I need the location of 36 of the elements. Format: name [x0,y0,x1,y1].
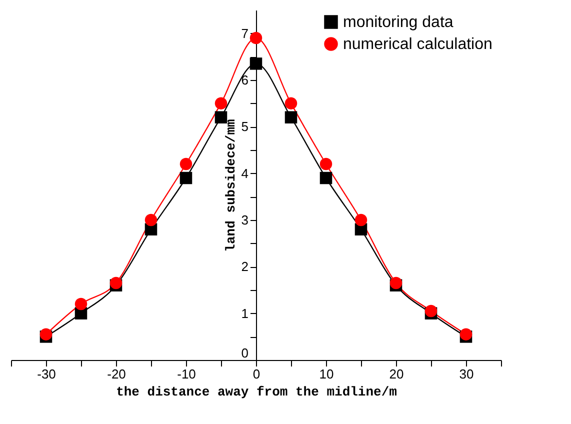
y-tick-label: 1 [241,306,248,321]
y-tick-label: 6 [241,72,248,88]
point [390,276,402,290]
x-tick-label: -20 [107,366,126,382]
point [180,172,192,184]
x-tick-label: 10 [319,366,334,382]
point [250,32,262,44]
y-tick-label: 5 [241,119,248,134]
point [320,158,332,170]
y-tick-label: 2 [241,259,248,274]
point [214,97,228,110]
legend-label: monitoring data [343,14,454,31]
x-axis-title: the distance away from the midline/m [116,384,398,400]
point [460,328,472,340]
point [144,214,158,226]
point [424,304,438,318]
point [250,58,262,70]
y-axis-title: land subsidece/mm [223,118,238,252]
point [110,276,122,290]
x-tick-label: -30 [37,366,56,382]
point [180,158,192,170]
y-tick-label: 7 [241,26,248,41]
point [284,111,298,124]
x-tick-label: 20 [389,366,404,382]
point [354,214,368,226]
x-tick-label: -10 [177,366,196,382]
y-tick-label: 0 [241,346,248,360]
y-tick-label: 3 [241,212,248,228]
point [320,172,332,184]
legend-label: numerical calculation [343,36,492,53]
x-tick-label: 30 [459,366,474,382]
x-tick-label: 0 [252,366,260,382]
y-tick-label: 4 [241,166,248,181]
point [74,298,88,310]
point [284,97,298,110]
point [40,328,52,340]
